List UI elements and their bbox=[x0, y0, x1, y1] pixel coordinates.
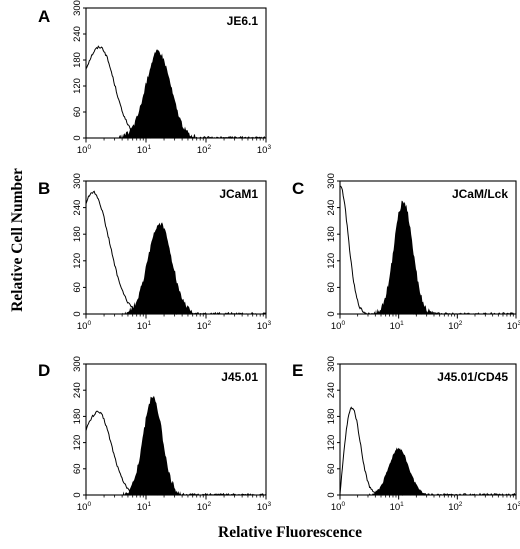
x-tick-label: 103 bbox=[257, 501, 272, 513]
x-tick-label: 102 bbox=[197, 144, 212, 156]
panel-letter-B: B bbox=[38, 179, 50, 198]
filled-histogram-C bbox=[340, 200, 516, 314]
plot-frame-B bbox=[85, 180, 267, 315]
x-tick-label: 102 bbox=[197, 320, 212, 332]
y-axis-title: Relative Cell Number bbox=[9, 168, 26, 312]
y-tick-label: 180 bbox=[72, 52, 83, 68]
filled-histogram-D bbox=[86, 395, 266, 495]
x-axis-title: Relative Fluorescence bbox=[218, 524, 362, 541]
filled-histogram-A bbox=[86, 49, 266, 138]
panel-C: 0 60 120 180 240 300 100 101 102 103 JCaM/Lck C bbox=[292, 173, 520, 332]
y-tick-label: 60 bbox=[326, 464, 337, 475]
x-tick-label: 101 bbox=[137, 501, 152, 513]
x-tick-label: 103 bbox=[257, 144, 272, 156]
y-tick-label: 180 bbox=[326, 408, 337, 424]
y-tick-label: 300 bbox=[326, 356, 337, 372]
histogram-panels: 0 60 120 180 240 300 100 101 102 103 JE6.1 A 0 60 120 1… bbox=[38, 0, 520, 513]
x-tick-label: 100 bbox=[331, 501, 346, 513]
x-tick-label: 100 bbox=[77, 144, 92, 156]
panel-title-E: J45.01/CD45 bbox=[437, 370, 508, 384]
panel-title-B: JCaM1 bbox=[219, 187, 258, 201]
plot-frame-A bbox=[85, 7, 267, 139]
x-tick-label: 100 bbox=[331, 320, 346, 332]
y-tick-label: 0 bbox=[326, 311, 337, 316]
panel-E: 0 60 120 180 240 300 100 101 102 103 J45.01/CD45 E bbox=[292, 356, 520, 513]
panel-letter-D: D bbox=[38, 361, 50, 380]
y-tick-label: 300 bbox=[72, 173, 83, 189]
panel-letter-A: A bbox=[38, 7, 50, 26]
panel-title-D: J45.01 bbox=[221, 370, 258, 384]
y-tick-label: 180 bbox=[326, 226, 337, 242]
plot-frame-E bbox=[339, 363, 517, 496]
outline-histogram-C bbox=[339, 185, 516, 315]
y-tick-label: 60 bbox=[72, 107, 83, 118]
y-tick-label: 120 bbox=[72, 253, 83, 269]
x-tick-label: 103 bbox=[507, 320, 520, 332]
x-tick-label: 101 bbox=[390, 501, 405, 513]
y-tick-label: 120 bbox=[326, 253, 337, 269]
y-tick-label: 60 bbox=[326, 282, 337, 293]
y-tick-label: 120 bbox=[72, 435, 83, 451]
panel-letter-E: E bbox=[292, 361, 303, 380]
x-tick-label: 103 bbox=[257, 320, 272, 332]
y-tick-label: 60 bbox=[72, 282, 83, 293]
y-tick-label: 300 bbox=[72, 0, 83, 16]
panel-B: 0 60 120 180 240 300 100 101 102 103 JCaM1 B bbox=[38, 173, 271, 332]
outline-histogram-D bbox=[85, 410, 267, 496]
x-tick-label: 100 bbox=[77, 320, 92, 332]
y-tick-label: 240 bbox=[72, 26, 83, 42]
y-tick-label: 60 bbox=[72, 464, 83, 475]
plot-frame-D bbox=[85, 363, 267, 496]
y-tick-label: 180 bbox=[72, 226, 83, 242]
y-tick-label: 240 bbox=[326, 382, 337, 398]
y-tick-label: 0 bbox=[72, 135, 83, 140]
y-tick-label: 120 bbox=[326, 435, 337, 451]
y-tick-label: 0 bbox=[326, 492, 337, 497]
x-tick-label: 102 bbox=[197, 501, 212, 513]
y-tick-label: 0 bbox=[72, 311, 83, 316]
panel-A: 0 60 120 180 240 300 100 101 102 103 JE6.1 A bbox=[38, 0, 271, 156]
y-tick-label: 120 bbox=[72, 78, 83, 94]
outline-histogram-A bbox=[85, 45, 266, 139]
y-tick-label: 300 bbox=[326, 173, 337, 189]
panel-letter-C: C bbox=[292, 179, 304, 198]
y-tick-label: 180 bbox=[72, 408, 83, 424]
x-tick-label: 102 bbox=[448, 320, 463, 332]
x-tick-label: 101 bbox=[390, 320, 405, 332]
filled-histogram-B bbox=[86, 222, 266, 314]
y-tick-label: 0 bbox=[72, 492, 83, 497]
panel-title-C: JCaM/Lck bbox=[452, 187, 508, 201]
y-tick-label: 240 bbox=[72, 200, 83, 216]
plot-frame-C bbox=[339, 180, 517, 315]
filled-histogram-E bbox=[340, 447, 516, 495]
x-tick-label: 100 bbox=[77, 501, 92, 513]
x-tick-label: 101 bbox=[137, 320, 152, 332]
x-tick-label: 102 bbox=[448, 501, 463, 513]
panel-D: 0 60 120 180 240 300 100 101 102 103 J45.01 D bbox=[38, 356, 271, 513]
y-tick-label: 240 bbox=[326, 200, 337, 216]
x-tick-label: 103 bbox=[507, 501, 520, 513]
outline-histogram-E bbox=[339, 406, 516, 496]
panel-title-A: JE6.1 bbox=[227, 14, 259, 28]
y-tick-label: 300 bbox=[72, 356, 83, 372]
y-tick-label: 240 bbox=[72, 382, 83, 398]
x-tick-label: 101 bbox=[137, 144, 152, 156]
